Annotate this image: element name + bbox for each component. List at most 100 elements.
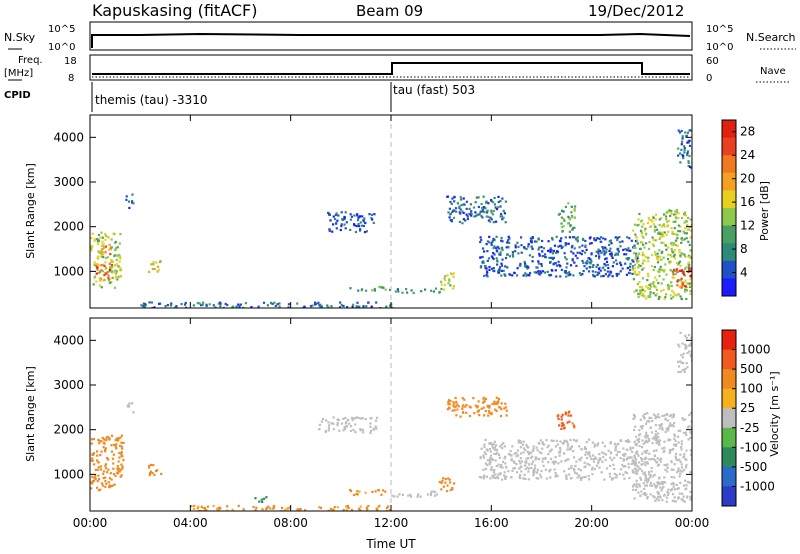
heatmap-cell bbox=[354, 431, 357, 434]
heatmap-cell bbox=[442, 477, 445, 480]
heatmap-cell bbox=[332, 416, 335, 419]
heatmap-cell bbox=[625, 457, 628, 461]
heatmap-cell bbox=[677, 230, 680, 233]
heatmap-cell bbox=[114, 445, 117, 448]
heatmap-cell bbox=[108, 262, 111, 265]
heatmap-cell bbox=[519, 262, 522, 265]
heatmap-cell bbox=[624, 465, 627, 468]
heatmap-cell bbox=[664, 244, 667, 247]
nsearch-label: N.Search bbox=[746, 31, 796, 44]
heatmap-cell bbox=[673, 242, 676, 245]
heatmap-cell bbox=[647, 216, 650, 219]
heatmap-cell bbox=[658, 237, 661, 240]
heatmap-cell bbox=[591, 473, 594, 476]
heatmap-cell bbox=[681, 135, 684, 138]
heatmap-cell bbox=[689, 412, 692, 415]
heatmap-cell bbox=[459, 196, 462, 199]
heatmap-cell bbox=[677, 497, 680, 500]
heatmap-cell bbox=[453, 402, 456, 405]
heatmap-cell bbox=[489, 460, 492, 463]
heatmap-cell bbox=[654, 459, 657, 462]
heatmap-cell bbox=[608, 243, 611, 246]
heatmap-cell bbox=[375, 301, 378, 304]
heatmap-cell bbox=[566, 421, 569, 424]
heatmap-cell bbox=[584, 244, 587, 247]
heatmap-cell bbox=[356, 493, 359, 496]
heatmap-cell bbox=[556, 250, 559, 253]
heatmap-cell bbox=[538, 254, 541, 257]
heatmap-cell bbox=[159, 302, 162, 305]
heatmap-cell bbox=[362, 305, 365, 308]
heatmap-cell bbox=[550, 269, 553, 272]
heatmap-cell bbox=[576, 240, 579, 243]
heatmap-cell bbox=[107, 274, 110, 277]
heatmap-cell bbox=[454, 396, 457, 400]
heatmap-cell bbox=[455, 405, 458, 408]
heatmap-cell bbox=[548, 256, 551, 259]
heatmap-cell bbox=[444, 275, 447, 278]
heatmap-cell bbox=[497, 200, 500, 204]
heatmap-cell bbox=[680, 297, 683, 301]
heatmap-cell bbox=[346, 418, 349, 421]
heatmap-cell bbox=[357, 223, 360, 226]
heatmap-cell bbox=[621, 240, 624, 243]
heatmap-cell bbox=[690, 426, 692, 429]
heatmap-cell bbox=[94, 468, 97, 471]
heatmap-cell bbox=[520, 251, 523, 254]
heatmap-cell bbox=[617, 450, 620, 453]
heatmap-cell bbox=[561, 413, 564, 416]
heatmap-cell bbox=[409, 495, 413, 498]
heatmap-cell bbox=[327, 426, 330, 430]
heatmap-cell bbox=[526, 466, 529, 469]
heatmap-cell bbox=[114, 439, 117, 442]
heatmap-cell bbox=[452, 285, 455, 288]
heatmap-cell bbox=[453, 200, 456, 203]
heatmap-cell bbox=[552, 439, 555, 442]
heatmap-cell bbox=[114, 263, 117, 267]
heatmap-cell bbox=[569, 224, 572, 227]
heatmap-cell bbox=[609, 456, 612, 459]
heatmap-cell bbox=[487, 215, 490, 218]
heatmap-cell bbox=[486, 404, 489, 407]
heatmap-cell bbox=[591, 265, 594, 268]
heatmap-cell bbox=[96, 238, 99, 241]
heatmap-cell bbox=[568, 236, 571, 239]
heatmap-cell bbox=[654, 253, 657, 256]
power-ylabel: Slant Range [km] bbox=[24, 163, 37, 259]
heatmap-cell bbox=[501, 246, 504, 249]
heatmap-cell bbox=[675, 483, 678, 486]
heatmap-cell bbox=[451, 210, 454, 213]
heatmap-cell bbox=[683, 148, 686, 152]
heatmap-cell bbox=[405, 288, 408, 291]
heatmap-cell bbox=[563, 427, 566, 430]
heatmap-cell bbox=[525, 274, 528, 277]
heatmap-cell bbox=[683, 500, 686, 503]
heatmap-cell bbox=[527, 243, 530, 246]
heatmap-cell bbox=[432, 290, 435, 293]
heatmap-cell bbox=[377, 506, 380, 509]
heatmap-cell bbox=[578, 445, 581, 448]
heatmap-cell bbox=[546, 446, 549, 449]
heatmap-cell bbox=[104, 480, 107, 483]
heatmap-cell bbox=[658, 274, 661, 278]
heatmap-cell bbox=[140, 304, 143, 307]
heatmap-cell bbox=[553, 244, 557, 247]
heatmap-cell bbox=[226, 505, 229, 508]
heatmap-cell bbox=[688, 129, 691, 132]
heatmap-cell bbox=[632, 278, 635, 281]
heatmap-cell bbox=[478, 414, 481, 417]
heatmap-cell bbox=[344, 211, 347, 214]
heatmap-cell bbox=[663, 414, 666, 417]
heatmap-cell bbox=[686, 426, 690, 429]
heatmap-cell bbox=[649, 285, 652, 288]
heatmap-cell bbox=[670, 247, 673, 250]
heatmap-cell bbox=[565, 458, 568, 461]
heatmap-cell bbox=[286, 508, 289, 511]
heatmap-cell bbox=[494, 246, 498, 250]
heatmap-cell bbox=[579, 469, 582, 472]
heatmap-cell bbox=[97, 438, 100, 442]
heatmap-cell bbox=[681, 498, 684, 501]
heatmap-cell bbox=[557, 260, 560, 263]
heatmap-cell bbox=[560, 427, 563, 430]
heatmap-cell bbox=[530, 241, 533, 244]
